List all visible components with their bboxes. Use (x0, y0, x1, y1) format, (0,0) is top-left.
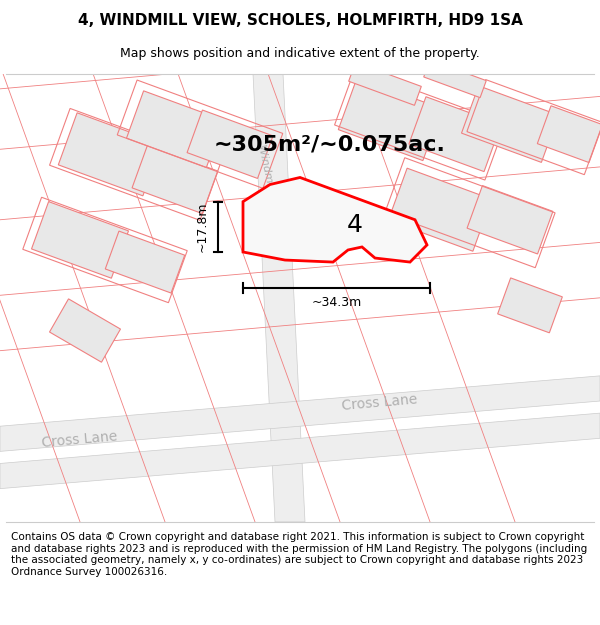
Polygon shape (58, 112, 161, 196)
Polygon shape (349, 62, 421, 106)
Text: 4, WINDMILL VIEW, SCHOLES, HOLMFIRTH, HD9 1SA: 4, WINDMILL VIEW, SCHOLES, HOLMFIRTH, HD… (77, 13, 523, 28)
Polygon shape (388, 168, 491, 251)
Polygon shape (105, 231, 185, 293)
Polygon shape (461, 86, 559, 162)
Polygon shape (409, 97, 501, 172)
Text: ~34.3m: ~34.3m (311, 296, 362, 309)
Polygon shape (132, 145, 218, 214)
Polygon shape (467, 186, 553, 254)
Polygon shape (187, 110, 273, 179)
Text: 4: 4 (347, 213, 363, 237)
Polygon shape (32, 202, 128, 278)
Text: ~305m²/~0.075ac.: ~305m²/~0.075ac. (214, 134, 446, 154)
Text: Windml View: Windml View (256, 143, 280, 216)
Polygon shape (538, 106, 600, 162)
Polygon shape (0, 413, 600, 489)
Text: Cross Lane: Cross Lane (41, 429, 118, 449)
Polygon shape (0, 376, 600, 451)
Polygon shape (50, 299, 121, 362)
Text: Map shows position and indicative extent of the property.: Map shows position and indicative extent… (120, 47, 480, 59)
Text: Contains OS data © Crown copyright and database right 2021. This information is : Contains OS data © Crown copyright and d… (11, 532, 587, 577)
Polygon shape (253, 74, 305, 522)
Polygon shape (424, 60, 486, 98)
Polygon shape (243, 177, 427, 262)
Polygon shape (497, 278, 562, 333)
Polygon shape (338, 78, 442, 161)
Polygon shape (127, 91, 223, 168)
Text: ~17.8m: ~17.8m (196, 202, 209, 252)
Text: Cross Lane: Cross Lane (341, 392, 418, 413)
